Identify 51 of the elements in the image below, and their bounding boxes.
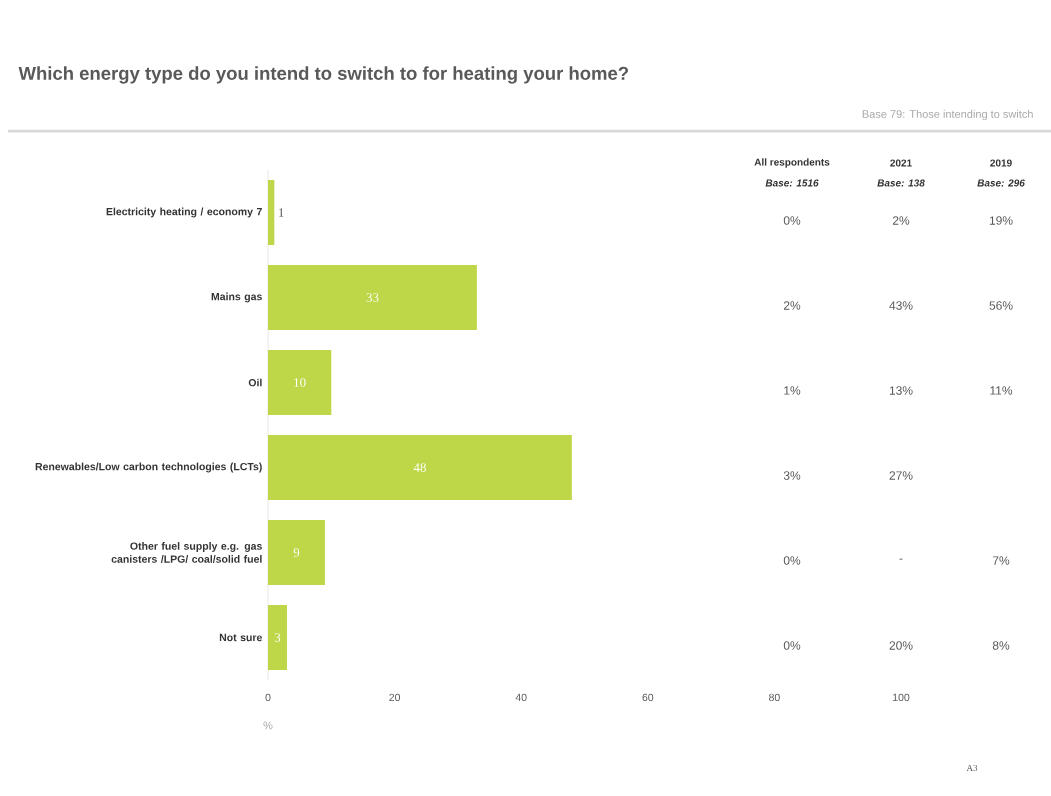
text: 7% (992, 556, 1010, 565)
annotation: Base: 1516 (765, 179, 819, 187)
data-label: 9 (293, 548, 300, 557)
annotation: 13% (889, 386, 913, 395)
y-tick-label: Electricity heating / economy 7 (106, 207, 262, 218)
x-tick-label: 20 (389, 693, 401, 702)
text: 8% (992, 641, 1010, 650)
text: Base: 296 (977, 179, 1025, 187)
annotation: 1% (784, 386, 801, 395)
bar (268, 605, 287, 671)
annotation: 20% (889, 641, 913, 650)
y-tick-label: Other fuel supply e.g. gas canisters /LPG/ coal/solid fuel (111, 542, 262, 563)
text: 56% (989, 301, 1013, 310)
x-tick-label: 100 (893, 693, 910, 702)
annotation: 0% (783, 216, 801, 225)
annotation: Base: 138 (877, 179, 925, 187)
data-label: 1 (279, 208, 284, 217)
data-label: 33 (366, 293, 379, 302)
x-tick-label: 0 (265, 693, 271, 702)
annotation: - (899, 558, 903, 560)
annotation: 0% (783, 641, 801, 650)
x-axis-title: % (263, 721, 273, 730)
data-label: 10 (294, 378, 306, 387)
x-tick-label: 40 (515, 693, 527, 702)
text: 2021 (890, 159, 912, 167)
bar (268, 180, 275, 246)
text: Base 79: Those intending to switch (862, 109, 1033, 121)
y-tick-label: Not sure (219, 633, 262, 642)
data-label: 3 (274, 633, 281, 642)
data-label: 48 (413, 463, 426, 472)
annotation: 27% (889, 471, 913, 480)
x-tick-label: 80 (769, 693, 780, 702)
annotation: 2% (783, 301, 801, 310)
bar (268, 265, 477, 331)
bar (268, 520, 325, 586)
bar (268, 350, 332, 416)
text: A3 (966, 764, 978, 772)
y-tick-label: Mains gas (211, 292, 262, 303)
bar (268, 435, 572, 501)
text: 19% (989, 216, 1013, 225)
y-tick-label: Renewables/Low carbon technologies (LCTs) (35, 462, 262, 473)
annotation: 0% (783, 556, 801, 565)
y-tick-label: Oil (248, 378, 262, 387)
x-tick-label: 60 (642, 693, 654, 702)
text: 2019 (990, 159, 1012, 167)
annotation: 2% (892, 216, 910, 225)
annotation: 43% (889, 301, 913, 310)
text: All respondents (754, 158, 830, 168)
text: 11% (990, 386, 1013, 395)
chart-title: Which energy type do you intend to switch to for heating your home? (18, 66, 629, 84)
annotation: 3% (783, 471, 801, 480)
